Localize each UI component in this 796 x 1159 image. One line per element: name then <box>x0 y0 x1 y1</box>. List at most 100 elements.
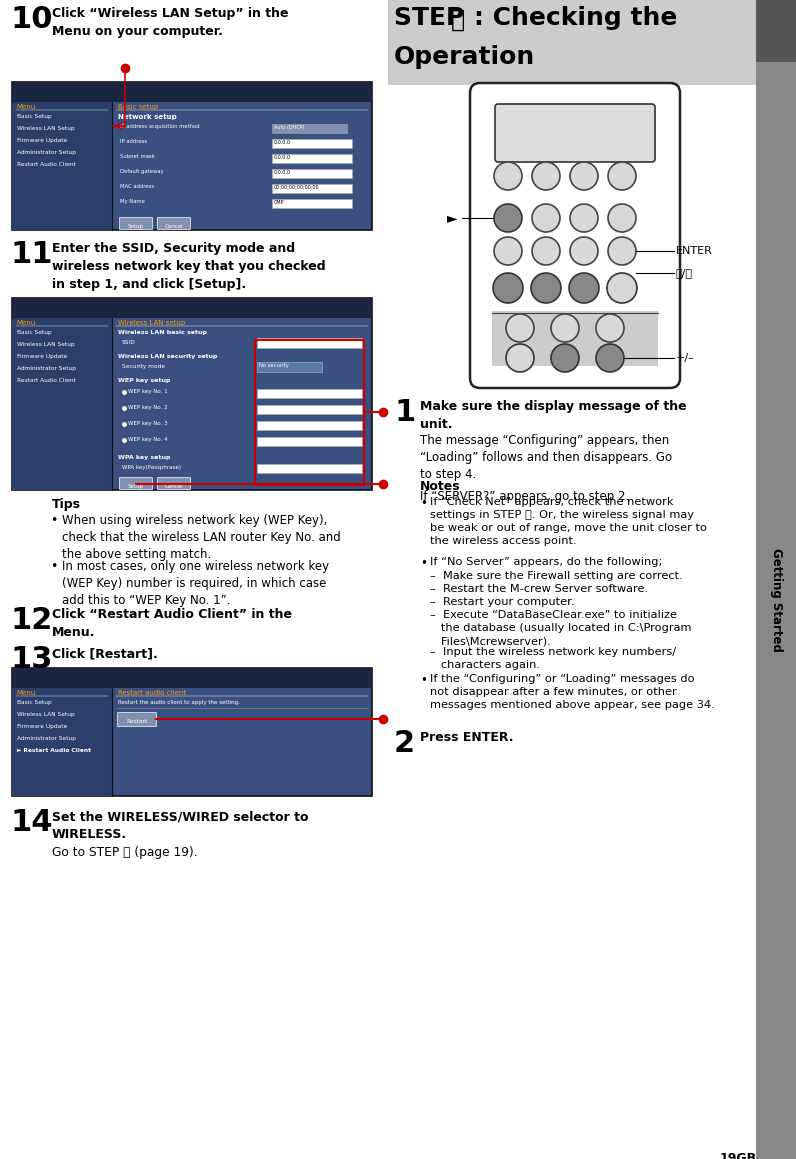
FancyBboxPatch shape <box>119 218 153 229</box>
Text: Menu: Menu <box>16 690 35 697</box>
Circle shape <box>531 274 561 302</box>
FancyBboxPatch shape <box>158 478 190 489</box>
Text: 0.0.0.0: 0.0.0.0 <box>274 155 291 160</box>
Text: 0.0.0.0: 0.0.0.0 <box>274 140 291 145</box>
FancyBboxPatch shape <box>272 199 352 207</box>
Text: Getting Started: Getting Started <box>770 548 782 651</box>
Circle shape <box>608 162 636 190</box>
Text: If the “Configuring” or “Loading” messages do
not disappear after a few minutes,: If the “Configuring” or “Loading” messag… <box>430 675 715 710</box>
Text: WEP key No. 1: WEP key No. 1 <box>128 389 168 394</box>
Text: Click “Restart Audio Client” in the
Menu.: Click “Restart Audio Client” in the Menu… <box>52 608 292 639</box>
Text: IP address acquisition method: IP address acquisition method <box>120 124 200 129</box>
Text: Restart audio client: Restart audio client <box>118 690 186 697</box>
Text: 1: 1 <box>394 398 416 427</box>
Text: –  Execute “DataBaseClear.exe” to initialize
   the database (usually located in: – Execute “DataBaseClear.exe” to initial… <box>430 610 692 646</box>
Text: STEP: STEP <box>394 6 473 30</box>
FancyBboxPatch shape <box>118 713 157 727</box>
Text: Basic Setup: Basic Setup <box>17 330 52 335</box>
Text: 2: 2 <box>394 729 416 758</box>
FancyBboxPatch shape <box>495 104 655 162</box>
FancyBboxPatch shape <box>272 184 352 194</box>
FancyBboxPatch shape <box>12 298 372 318</box>
Text: Setup: Setup <box>128 484 144 489</box>
Text: Cancel: Cancel <box>165 484 183 489</box>
Text: •: • <box>50 513 57 527</box>
Text: No security: No security <box>259 363 289 369</box>
Text: •: • <box>420 675 427 687</box>
Text: Notes: Notes <box>420 480 461 493</box>
Text: 19GB: 19GB <box>720 1152 757 1159</box>
Text: Restart the audio client to apply the setting.: Restart the audio client to apply the se… <box>118 700 240 705</box>
Text: WEP key No. 2: WEP key No. 2 <box>128 404 168 410</box>
FancyBboxPatch shape <box>756 61 796 1159</box>
Text: 13: 13 <box>10 646 53 675</box>
FancyBboxPatch shape <box>272 154 352 163</box>
Circle shape <box>570 162 598 190</box>
Text: Menu: Menu <box>16 104 35 110</box>
Circle shape <box>596 344 624 372</box>
Text: Menu: Menu <box>16 320 35 326</box>
Text: Basic setup: Basic setup <box>118 104 158 110</box>
Text: MAC address: MAC address <box>120 184 154 189</box>
FancyBboxPatch shape <box>492 311 658 366</box>
FancyBboxPatch shape <box>257 437 362 446</box>
FancyBboxPatch shape <box>257 421 362 430</box>
Circle shape <box>608 204 636 232</box>
FancyBboxPatch shape <box>12 298 372 490</box>
FancyBboxPatch shape <box>257 338 362 348</box>
Text: •: • <box>50 560 57 573</box>
Text: –  Input the wireless network key numbers/
   characters again.: – Input the wireless network key numbers… <box>430 647 676 670</box>
Text: Firmware Update: Firmware Update <box>17 724 67 729</box>
Text: Basic Setup: Basic Setup <box>17 700 52 705</box>
Text: Wireless LAN Setup: Wireless LAN Setup <box>17 126 75 131</box>
Text: ⏪/⏩: ⏪/⏩ <box>676 268 693 278</box>
Text: ENTER: ENTER <box>676 246 713 256</box>
Text: IP address: IP address <box>120 139 147 144</box>
FancyBboxPatch shape <box>12 82 372 102</box>
Text: WEP key No. 4: WEP key No. 4 <box>128 437 168 442</box>
FancyBboxPatch shape <box>388 0 756 85</box>
Text: Click [Restart].: Click [Restart]. <box>52 647 158 659</box>
Text: The message “Configuring” appears, then
“Loading” follows and then disappears. G: The message “Configuring” appears, then … <box>420 433 672 481</box>
FancyBboxPatch shape <box>257 464 362 473</box>
FancyBboxPatch shape <box>12 102 112 229</box>
Text: Restart Audio Client: Restart Audio Client <box>17 162 76 167</box>
Circle shape <box>532 162 560 190</box>
Circle shape <box>608 236 636 265</box>
Circle shape <box>551 314 579 342</box>
Text: ⓨ: ⓨ <box>451 8 465 32</box>
Text: Firmware Update: Firmware Update <box>17 138 67 143</box>
Text: 00:00:00:00:00:00: 00:00:00:00:00:00 <box>274 185 320 190</box>
Text: Wireless LAN basic setup: Wireless LAN basic setup <box>118 330 207 335</box>
Text: 0.0.0.0: 0.0.0.0 <box>274 170 291 175</box>
FancyBboxPatch shape <box>272 139 352 148</box>
FancyBboxPatch shape <box>272 124 347 133</box>
Text: Press ENTER.: Press ENTER. <box>420 731 513 744</box>
Text: When using wireless network key (WEP Key),
check that the wireless LAN router Ke: When using wireless network key (WEP Key… <box>62 513 341 561</box>
Text: Wireless LAN Setup: Wireless LAN Setup <box>17 712 75 717</box>
Text: ► Restart Audio Client: ► Restart Audio Client <box>17 748 91 753</box>
Text: Wireless LAN Setup: Wireless LAN Setup <box>17 342 75 347</box>
Text: WPA key setup: WPA key setup <box>118 455 170 460</box>
Text: –  Restart the M-crew Server software.: – Restart the M-crew Server software. <box>430 584 648 595</box>
Text: Administrator Setup: Administrator Setup <box>17 366 76 371</box>
Text: –  Make sure the Firewall setting are correct.: – Make sure the Firewall setting are cor… <box>430 571 683 581</box>
Circle shape <box>506 344 534 372</box>
FancyBboxPatch shape <box>470 83 680 388</box>
Text: WPA key(Passphrase): WPA key(Passphrase) <box>122 465 181 471</box>
Circle shape <box>493 274 523 302</box>
Circle shape <box>494 204 522 232</box>
Text: 10: 10 <box>10 5 53 34</box>
Text: Basic Setup: Basic Setup <box>17 114 52 119</box>
FancyBboxPatch shape <box>272 169 352 178</box>
FancyBboxPatch shape <box>257 362 322 372</box>
Circle shape <box>596 314 624 342</box>
Circle shape <box>532 204 560 232</box>
Text: WEP key setup: WEP key setup <box>118 378 170 382</box>
FancyBboxPatch shape <box>257 389 362 398</box>
Text: Administrator Setup: Administrator Setup <box>17 150 76 155</box>
Text: •: • <box>420 497 427 510</box>
Text: If “Check Net” appears, check the network
settings in STEP ⓦ. Or, the wireless s: If “Check Net” appears, check the networ… <box>430 497 707 546</box>
Circle shape <box>506 314 534 342</box>
Circle shape <box>607 274 637 302</box>
